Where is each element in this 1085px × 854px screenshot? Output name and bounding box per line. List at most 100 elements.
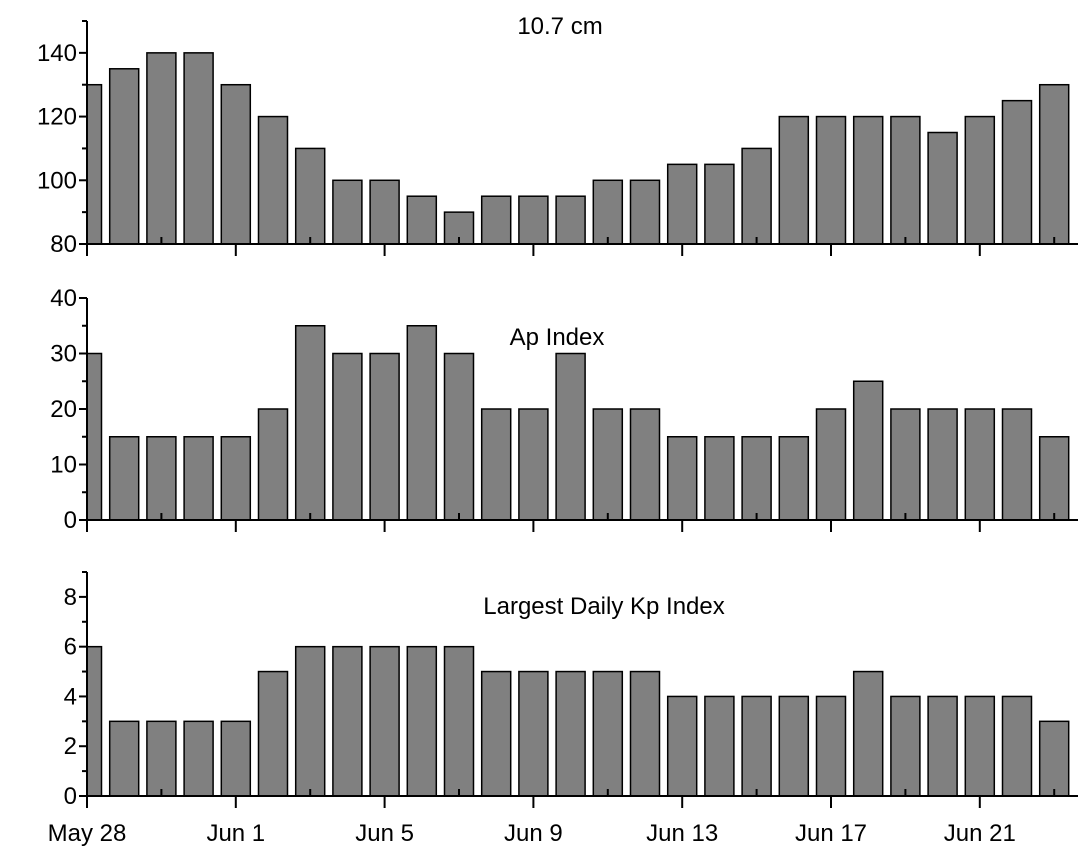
panel-title: 10.7 cm — [517, 13, 602, 40]
bar-jun-15 — [741, 147, 772, 245]
bar-may-28 — [86, 352, 103, 521]
x-tick-label: Jun 13 — [646, 820, 718, 847]
bar-jun-20 — [927, 695, 958, 797]
y-tick-label: 140 — [37, 40, 77, 67]
bar-jun-1 — [220, 720, 252, 797]
y-tick-label: 4 — [64, 683, 77, 710]
bar-jun-4 — [332, 645, 363, 797]
bar-jun-11 — [592, 670, 624, 797]
bar-jun-21 — [964, 408, 996, 521]
bar-jun-3 — [294, 147, 326, 245]
bar-jun-2 — [257, 115, 289, 245]
bar-jun-17 — [815, 408, 847, 521]
y-tick-label: 0 — [64, 783, 77, 810]
panel-title: Ap Index — [510, 324, 605, 351]
bar-jun-9 — [518, 408, 549, 521]
y-tick-label: 10 — [50, 452, 77, 479]
bar-jun-23 — [1038, 436, 1070, 521]
bar-jun-5 — [369, 352, 400, 521]
panel-3: 0 2 4 6 8 May 28 Jun 1 Jun 5 Jun 9 Jun 13 Jun 17 Ju… — [48, 571, 1078, 847]
bar-jun-21 — [964, 695, 996, 797]
bar-jun-19 — [890, 115, 921, 245]
bar-may-28 — [86, 645, 103, 797]
bar-may-29 — [108, 436, 140, 521]
bar-jun-20 — [927, 408, 958, 521]
bar-jun-15 — [741, 436, 772, 521]
bar-jun-16 — [778, 436, 810, 521]
bar-may-29 — [108, 720, 140, 797]
bar-jun-17 — [815, 115, 847, 245]
bar-jun-6 — [406, 195, 438, 245]
y-tick-label: 2 — [64, 733, 77, 760]
bar-jun-3 — [294, 645, 326, 797]
bar-may-28 — [86, 83, 103, 245]
y-tick-label: 30 — [50, 341, 77, 368]
bar-jun-4 — [332, 352, 363, 521]
bar-may-29 — [108, 68, 140, 245]
bar-jun-7 — [443, 352, 475, 521]
bar-jun-8 — [480, 195, 512, 245]
bar-jun-1 — [220, 436, 252, 521]
bar-jun-13 — [666, 163, 698, 245]
bar-jun-3 — [294, 325, 326, 521]
y-tick-label: 80 — [50, 231, 77, 258]
bar-jun-7 — [443, 645, 475, 797]
bar-jun-14 — [704, 695, 735, 797]
bar-jun-10 — [555, 195, 586, 245]
bar-jun-4 — [332, 179, 363, 245]
bar-jun-6 — [406, 325, 438, 521]
bar-jun-12 — [629, 670, 661, 797]
y-tick-label: 6 — [64, 634, 77, 661]
bar-may-31 — [183, 720, 214, 797]
bar-jun-17 — [815, 695, 847, 797]
bar-may-30 — [146, 720, 177, 797]
bar-jun-1 — [220, 83, 252, 245]
bar-jun-5 — [369, 179, 400, 245]
bar-jun-8 — [480, 408, 512, 521]
bar-jun-9 — [518, 195, 549, 245]
y-tick-label: 8 — [64, 584, 77, 611]
bar-may-30 — [146, 436, 177, 521]
x-tick-label: Jun 5 — [355, 820, 414, 847]
y-tick-label: 20 — [50, 396, 77, 423]
y-tick-label: 120 — [37, 104, 77, 131]
bar-jun-13 — [666, 436, 698, 521]
bar-jun-21 — [964, 115, 996, 245]
bar-jun-12 — [629, 408, 661, 521]
x-tick-label: Jun 21 — [944, 820, 1016, 847]
panel-title: Largest Daily Kp Index — [483, 593, 724, 620]
x-tick-label: Jun 1 — [206, 820, 265, 847]
bar-jun-13 — [666, 695, 698, 797]
x-tick-label: Jun 17 — [795, 820, 867, 847]
bar-jun-20 — [927, 131, 958, 245]
bar-may-30 — [146, 52, 177, 245]
y-tick-label: 100 — [37, 167, 77, 194]
bar-jun-16 — [778, 115, 810, 245]
y-tick-label: 40 — [50, 285, 77, 312]
bar-jun-18 — [852, 670, 884, 797]
x-tick-label: Jun 9 — [504, 820, 563, 847]
bar-jun-22 — [1001, 408, 1033, 521]
bar-jun-16 — [778, 695, 810, 797]
bar-jun-19 — [890, 695, 921, 797]
bar-jun-15 — [741, 695, 772, 797]
bar-jun-11 — [592, 408, 624, 521]
bar-jun-12 — [629, 179, 661, 245]
bar-jun-23 — [1038, 83, 1070, 245]
bar-jun-14 — [704, 163, 735, 245]
bar-jun-5 — [369, 645, 400, 797]
bar-jun-8 — [480, 670, 512, 797]
bar-jun-14 — [704, 436, 735, 521]
bar-jun-2 — [257, 408, 289, 521]
bar-jun-18 — [852, 115, 884, 245]
bar-jun-18 — [852, 380, 884, 521]
bar-jun-10 — [555, 352, 586, 521]
bar-jun-10 — [555, 670, 586, 797]
bar-jun-11 — [592, 179, 624, 245]
panel-2: 0 10 20 30 40 Ap Index — [50, 285, 1078, 534]
bar-jun-6 — [406, 645, 438, 797]
bar-jun-9 — [518, 670, 549, 797]
y-tick-label: 0 — [64, 507, 77, 534]
x-tick-label: May 28 — [48, 820, 127, 847]
